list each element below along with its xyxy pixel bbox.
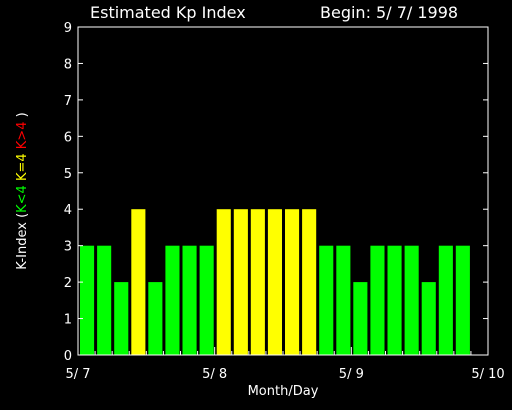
kp-bar — [216, 209, 231, 355]
kp-bar — [421, 282, 436, 355]
kp-bar — [302, 209, 317, 355]
y-tick-label: 9 — [64, 21, 72, 36]
y-tick-label: 3 — [64, 240, 72, 255]
x-tick-label: 5/ 10 — [471, 367, 504, 382]
kp-bar — [97, 245, 112, 355]
kp-bar — [438, 245, 453, 355]
begin-date: Begin: 5/ 7/ 1998 — [320, 3, 459, 22]
y-tick-label: 5 — [64, 167, 72, 182]
kp-bar — [455, 245, 470, 355]
y-axis-label-part: K>4 — [15, 122, 30, 150]
y-tick-label: 0 — [64, 349, 72, 364]
kp-bar — [319, 245, 334, 355]
y-axis-label-part: K-Index ( — [15, 213, 30, 270]
kp-bar — [353, 282, 368, 355]
kp-bar — [387, 245, 402, 355]
chart-title: Estimated Kp Index — [90, 3, 246, 22]
y-tick-label: 8 — [64, 57, 72, 72]
kp-bar — [285, 209, 300, 355]
kp-bar — [80, 245, 95, 355]
x-tick-label: 5/ 9 — [339, 367, 364, 382]
y-axis-label-part: K<4 — [15, 185, 30, 213]
x-axis-label: Month/Day — [248, 384, 319, 399]
x-tick-label: 5/ 7 — [65, 367, 90, 382]
kp-bar — [267, 209, 282, 355]
y-tick-label: 4 — [64, 203, 72, 218]
kp-bar — [250, 209, 265, 355]
y-tick-label: 1 — [64, 313, 72, 328]
kp-bar — [131, 209, 146, 355]
x-tick-label: 5/ 8 — [202, 367, 227, 382]
kp-bar — [148, 282, 163, 355]
y-axis-label-part: K=4 — [15, 149, 30, 185]
kp-bar — [370, 245, 385, 355]
kp-bar — [114, 282, 129, 355]
kp-bar — [165, 245, 180, 355]
y-tick-label: 6 — [64, 130, 72, 145]
kp-bar — [336, 245, 351, 355]
kp-bar — [199, 245, 214, 355]
y-axis-label: K-Index (K<4 K=4 K>4 ) — [15, 112, 30, 269]
kp-bar — [182, 245, 197, 355]
y-axis-label-part: ) — [15, 112, 30, 121]
kp-bar — [233, 209, 248, 355]
y-tick-label: 7 — [64, 94, 72, 109]
kp-bar — [404, 245, 419, 355]
y-tick-label: 2 — [64, 276, 72, 291]
